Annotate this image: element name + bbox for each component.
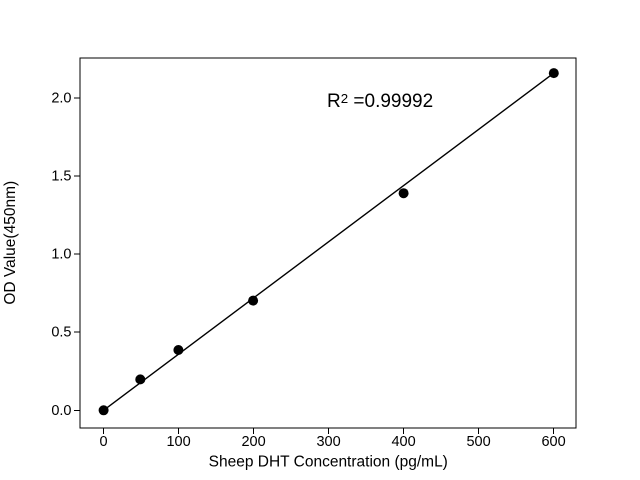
svg-text:1.0: 1.0 — [51, 247, 71, 263]
svg-text:300: 300 — [316, 434, 340, 450]
svg-text:R2 =0.99992: R2 =0.99992 — [327, 91, 433, 112]
svg-text:0: 0 — [100, 434, 108, 450]
svg-text:0.0: 0.0 — [51, 403, 71, 419]
svg-text:400: 400 — [391, 434, 415, 450]
svg-text:OD Value(450nm): OD Value(450nm) — [2, 181, 19, 305]
svg-text:100: 100 — [166, 434, 190, 450]
svg-text:0.5: 0.5 — [51, 325, 71, 341]
svg-text:500: 500 — [466, 434, 490, 450]
svg-text:2.0: 2.0 — [51, 90, 71, 106]
svg-text:Sheep DHT Concentration (pg/mL: Sheep DHT Concentration (pg/mL) — [209, 454, 448, 471]
svg-text:200: 200 — [241, 434, 265, 450]
svg-text:600: 600 — [541, 434, 565, 450]
svg-text:1.5: 1.5 — [51, 169, 71, 185]
